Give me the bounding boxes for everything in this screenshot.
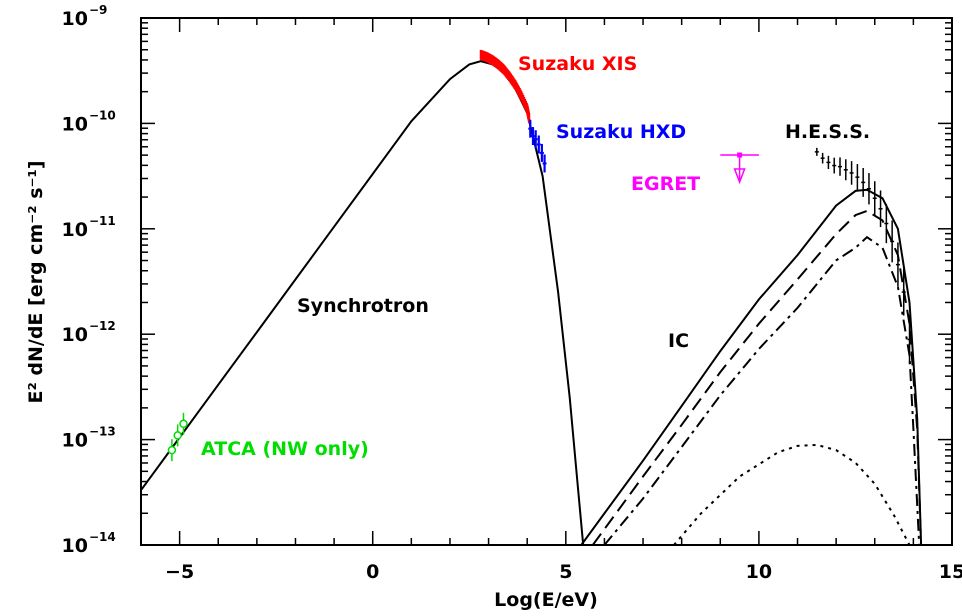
y-tick-label: 10 — [62, 535, 88, 557]
y-tick-exponent: −11 — [89, 214, 116, 228]
ic-label: IC — [668, 330, 689, 352]
model-curve-dotted-4 — [673, 443, 911, 545]
synchrotron-label: Synchrotron — [297, 295, 429, 317]
model-curve-solid-0 — [141, 60, 585, 545]
y-tick-label: 10 — [62, 430, 88, 452]
x-tick-label: 15 — [939, 561, 962, 583]
y-tick-label: 10 — [62, 113, 88, 135]
atca-point — [173, 431, 182, 440]
x-tick-label: 0 — [366, 561, 379, 583]
y-tick-label: 10 — [62, 8, 88, 30]
y-tick-exponent: −14 — [89, 530, 116, 544]
atca-label: ATCA (NW only) — [201, 438, 369, 460]
plot-frame — [140, 17, 953, 546]
y-axis-label: E² dN/dE [erg cm⁻² s⁻¹] — [25, 160, 47, 403]
egret-label: EGRET — [631, 173, 700, 195]
atca-point — [167, 445, 177, 455]
plot-layer — [141, 49, 923, 545]
model-curve-solid-1 — [580, 188, 923, 545]
y-tick-label: 10 — [62, 324, 88, 346]
model-curve-dashed-2 — [591, 209, 923, 545]
y-tick-exponent: −13 — [89, 425, 116, 439]
x-tick-label: 5 — [559, 561, 572, 583]
y-tick-exponent: −9 — [89, 3, 107, 17]
y-tick-exponent: −10 — [89, 108, 116, 122]
x-tick-label: 10 — [746, 561, 772, 583]
y-tick-label: 10 — [62, 219, 88, 241]
suzaku-hxd-label: Suzaku HXD — [556, 121, 686, 143]
x-tick-label: −5 — [165, 561, 194, 583]
model-curve-dash-dot-3 — [603, 235, 921, 545]
atca-point — [179, 419, 188, 429]
x-axis-label: Log(E/eV) — [494, 589, 598, 611]
egret-point — [737, 152, 743, 158]
suzaku-xis-label: Suzaku XIS — [518, 53, 637, 75]
egret-upper-limit-arrow — [733, 168, 746, 185]
y-tick-exponent: −12 — [89, 319, 116, 333]
hess-label: H.E.S.S. — [785, 121, 870, 143]
